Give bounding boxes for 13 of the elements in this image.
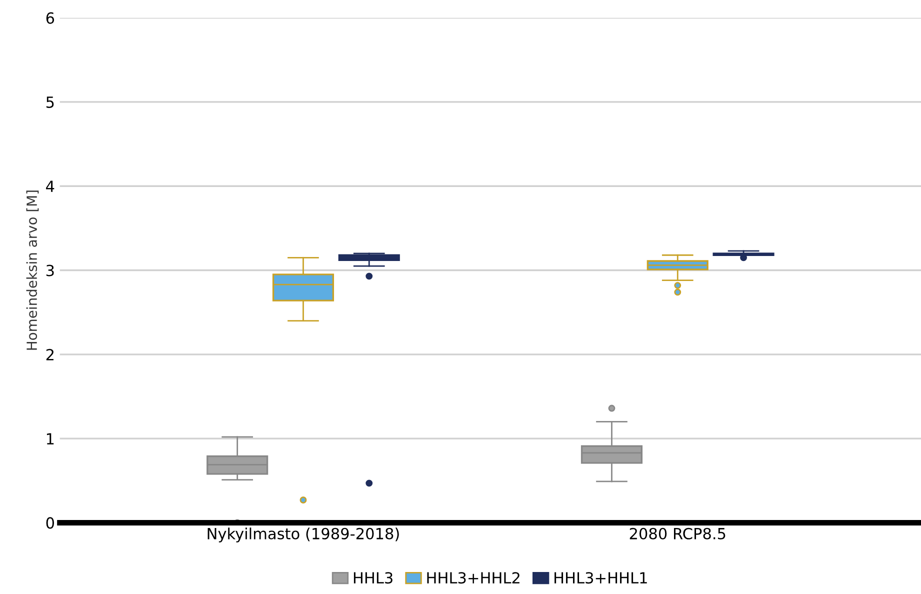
legend-label: HHL3+HHL1	[554, 572, 647, 584]
y-axis-title: Homeindeksin arvo [M]	[26, 190, 39, 350]
y-tick-label: 1	[46, 433, 54, 444]
y-tick-label: 4	[46, 180, 54, 192]
y-tick-label: 2	[46, 348, 54, 360]
y-tick-label: 5	[46, 96, 54, 108]
y-tick-label: 3	[46, 264, 54, 276]
y-tick-label: 6	[46, 12, 54, 24]
legend-label: HHL3+HHL2	[427, 572, 520, 584]
y-tick-label: 0	[46, 517, 54, 529]
x-tick-label: 2080 RCP8.5	[630, 528, 726, 540]
legend-label: HHL3	[354, 572, 392, 584]
x-tick-label: Nykyilmasto (1989-2018)	[208, 528, 399, 542]
